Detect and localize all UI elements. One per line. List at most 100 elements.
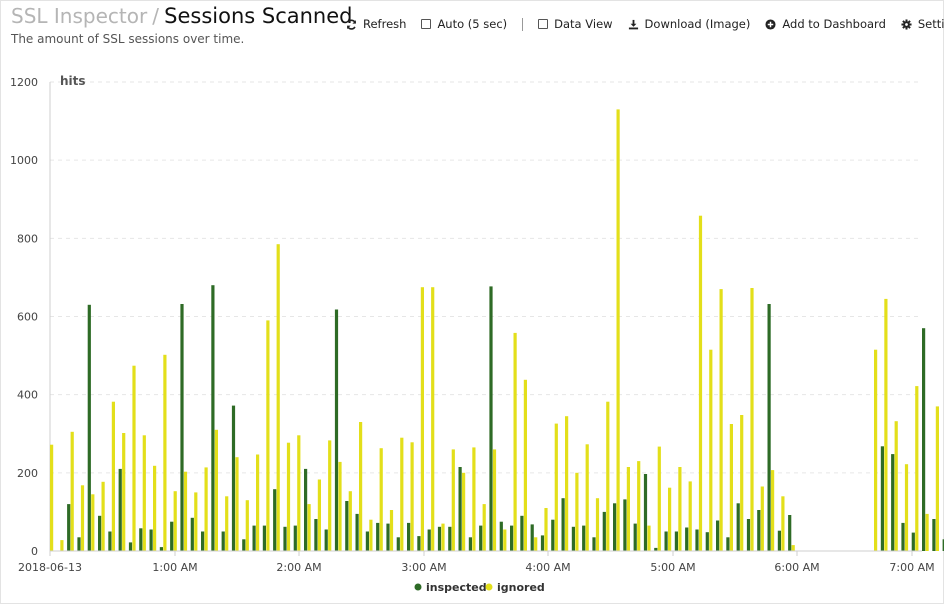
ignored-bar	[668, 487, 672, 551]
inspected-bar	[664, 531, 668, 551]
inspected-bar	[499, 521, 503, 551]
refresh-button[interactable]: Refresh	[346, 17, 406, 31]
inspected-bar	[777, 530, 781, 551]
ignored-bar	[369, 519, 373, 551]
inspected-bar	[592, 537, 596, 551]
ignored-bar	[709, 349, 713, 551]
auto-refresh-toggle[interactable]: Auto (5 sec)	[421, 17, 507, 31]
inspected-bar	[458, 467, 462, 551]
ignored-bar	[245, 500, 249, 551]
breadcrumb-link[interactable]: SSL Inspector	[11, 4, 148, 28]
inspected-bar	[633, 523, 637, 551]
chart-legend: inspected ignored	[414, 581, 545, 594]
legend-label-ignored: ignored	[497, 581, 545, 594]
x-tick-label: 6:00 AM	[774, 561, 819, 574]
inspected-bar	[695, 529, 699, 551]
ignored-bar	[482, 504, 486, 551]
x-tick-label: 2:00 AM	[276, 561, 321, 574]
x-tick-label: 2018-06-13	[18, 561, 82, 574]
data-view-toggle[interactable]: Data View	[538, 17, 613, 31]
inspected-bar	[674, 531, 678, 551]
ignored-bar	[286, 442, 291, 551]
inspected-bar	[437, 526, 442, 551]
inspected-bar	[98, 515, 102, 551]
inspected-bar	[231, 405, 236, 551]
chart-bars	[50, 109, 944, 552]
inspected-bar	[283, 526, 287, 551]
inspected-bar	[922, 328, 926, 551]
settings-button[interactable]: Settin	[901, 17, 944, 31]
ignored-bar	[935, 406, 939, 551]
toolbar: Refresh Auto (5 sec) Data View Download …	[346, 16, 944, 32]
inspected-bar	[314, 519, 318, 551]
inspected-bar	[242, 539, 246, 551]
ignored-bar	[225, 496, 229, 551]
y-tick-label: 1200	[10, 76, 38, 89]
x-tick-label: 7:00 AM	[889, 561, 934, 574]
inspected-bar	[468, 537, 472, 551]
inspected-bar	[407, 522, 411, 551]
ignored-bar	[256, 454, 260, 551]
ignored-bar	[431, 287, 435, 551]
inspected-bar	[345, 501, 349, 551]
y-tick-label: 800	[17, 232, 38, 245]
inspected-bar	[654, 547, 658, 551]
ignored-bar	[894, 421, 898, 551]
ignored-bar	[348, 491, 352, 551]
ignored-bar	[91, 494, 95, 551]
inspected-bar	[211, 285, 215, 551]
ignored-bar	[503, 529, 507, 551]
ignored-bar	[420, 287, 424, 551]
inspected-bar	[180, 304, 184, 551]
ignored-bar	[647, 525, 651, 551]
inspected-bar	[365, 531, 369, 551]
inspected-bar	[479, 525, 483, 551]
inspected-bar	[571, 526, 575, 551]
inspected-bar	[118, 468, 122, 551]
inspected-bar	[355, 513, 359, 551]
inspected-bar	[726, 537, 730, 551]
download-image-button[interactable]: Download (Image)	[628, 17, 750, 31]
ignored-bar	[925, 513, 929, 551]
inspected-bar	[139, 528, 143, 551]
inspected-bar	[128, 542, 133, 551]
inspected-bar	[705, 532, 709, 551]
inspected-bar	[716, 520, 720, 551]
ignored-bar	[70, 431, 74, 551]
ignored-bar	[771, 470, 775, 551]
add-to-dashboard-label: Add to Dashboard	[782, 17, 886, 31]
inspected-bar	[273, 489, 277, 551]
ignored-bar	[740, 415, 744, 551]
y-tick-label: 400	[17, 389, 38, 402]
inspected-bar	[685, 527, 689, 551]
inspected-bar	[942, 539, 944, 551]
ignored-bar	[204, 467, 208, 551]
ignored-bar	[317, 479, 321, 551]
inspected-bar	[911, 532, 915, 551]
ignored-bar	[266, 320, 270, 551]
inspected-bar	[540, 535, 545, 551]
ignored-bar	[565, 416, 569, 551]
ignored-bar	[606, 401, 610, 551]
ignored-bar	[441, 523, 445, 551]
ignored-bar	[122, 433, 126, 551]
ignored-bar	[678, 467, 682, 551]
x-tick-label: 5:00 AM	[650, 561, 695, 574]
add-to-dashboard-button[interactable]: Add to Dashboard	[765, 17, 886, 31]
ignored-bar	[60, 540, 64, 551]
ignored-bar	[544, 508, 548, 551]
ignored-bar	[637, 461, 641, 551]
ignored-bar	[328, 440, 332, 551]
inspected-bar	[551, 519, 555, 551]
data-view-label: Data View	[554, 17, 613, 31]
ignored-bar	[297, 435, 301, 551]
page-title: Sessions Scanned	[164, 4, 353, 28]
legend-marker-ignored	[485, 583, 493, 591]
ignored-bar	[698, 215, 703, 551]
page-subtitle: The amount of SSL sessions over time.	[11, 32, 245, 46]
ignored-bar	[472, 447, 476, 551]
ignored-bar	[626, 467, 630, 551]
inspected-bar	[613, 503, 617, 551]
inspected-bar	[293, 525, 297, 551]
inspected-bar	[932, 519, 936, 551]
